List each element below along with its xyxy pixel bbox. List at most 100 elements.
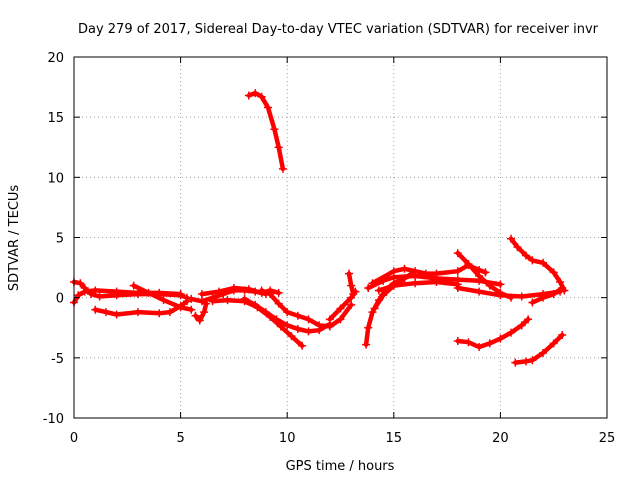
series-arc-10: [257, 286, 356, 331]
data-point-marker: [528, 298, 537, 307]
data-point-marker: [197, 290, 206, 299]
axis-ticks: [73, 56, 608, 419]
series-arc-5: [191, 299, 211, 325]
y-tick-label: 20: [47, 51, 64, 66]
data-point-marker: [556, 278, 565, 287]
data-point-marker: [517, 321, 526, 330]
series-line-arc-21: [508, 236, 567, 293]
data-point-marker: [244, 91, 253, 100]
data-point-marker: [379, 291, 388, 300]
data-point-marker: [453, 267, 462, 276]
data-point-marker: [475, 343, 484, 352]
data-point-marker: [304, 327, 313, 336]
data-point-marker: [155, 309, 164, 318]
data-point-marker: [453, 284, 462, 293]
data-point-marker: [182, 297, 191, 306]
data-point-marker: [278, 164, 287, 173]
data-point-marker: [368, 279, 377, 288]
data-point-marker: [364, 323, 373, 332]
chart-title: Day 279 of 2017, Sidereal Day-to-day VTE…: [78, 22, 599, 37]
data-point-marker: [315, 321, 324, 330]
data-point-marker: [187, 305, 196, 314]
data-point-marker: [80, 287, 89, 296]
series-line-arc-22: [530, 285, 565, 305]
data-point-marker: [91, 305, 100, 314]
data-point-marker: [528, 256, 537, 265]
data-point-marker: [223, 296, 232, 305]
data-point-marker: [293, 324, 302, 333]
data-point-marker: [336, 315, 345, 324]
data-point-marker: [261, 308, 270, 317]
data-point-marker: [325, 315, 334, 324]
data-point-marker: [400, 264, 409, 273]
data-point-marker: [362, 340, 371, 349]
data-point-marker: [349, 290, 358, 299]
data-point-marker: [389, 267, 398, 276]
data-point-marker: [197, 297, 206, 306]
data-point-marker: [155, 288, 164, 297]
x-tick-label: 0: [70, 431, 78, 446]
data-point-marker: [549, 290, 558, 299]
data-point-marker: [129, 281, 138, 290]
data-point-marker: [421, 269, 430, 278]
data-point-marker: [485, 339, 494, 348]
data-point-marker: [496, 334, 505, 343]
x-tick-label: 10: [279, 431, 296, 446]
data-point-marker: [453, 249, 462, 258]
data-point-marker: [521, 251, 530, 260]
x-tick-label: 20: [492, 431, 509, 446]
x-tick-label: 15: [386, 431, 403, 446]
series-line-arc-13: [246, 90, 286, 172]
data-point-marker: [496, 280, 505, 289]
series-arc-18: [374, 278, 462, 295]
y-tick-label: 15: [47, 111, 64, 126]
series-arc-23: [453, 315, 533, 352]
data-point-marker: [475, 272, 484, 281]
data-point-marker: [264, 103, 273, 112]
data-point-marker: [244, 285, 253, 294]
data-point-marker: [347, 281, 356, 290]
data-point-marker: [91, 286, 100, 295]
data-point-marker: [287, 332, 296, 341]
series-arc-21: [507, 234, 569, 295]
data-point-marker: [187, 294, 196, 303]
data-point-marker: [266, 290, 275, 299]
data-point-marker: [539, 293, 548, 302]
series-arc-4: [129, 281, 196, 314]
data-point-marker: [283, 308, 292, 317]
data-point-marker: [389, 281, 398, 290]
data-point-marker: [485, 281, 494, 290]
series-arc-12: [345, 269, 358, 299]
data-point-marker: [274, 288, 283, 297]
data-point-marker: [304, 315, 313, 324]
data-point-marker: [432, 269, 441, 278]
x-tick-label: 25: [599, 431, 616, 446]
y-axis-tick-labels: -10 -5 0 5 10 15 20: [43, 51, 64, 427]
data-point-marker: [549, 268, 558, 277]
data-point-marker: [191, 311, 200, 320]
x-tick-label: 5: [176, 431, 184, 446]
data-point-marker: [370, 304, 379, 313]
data-point-marker: [507, 234, 516, 243]
data-point-marker: [165, 308, 174, 317]
data-point-marker: [257, 92, 266, 101]
data-point-marker: [374, 286, 383, 295]
data-point-marker: [558, 330, 567, 339]
data-point-marker: [176, 290, 185, 299]
data-point-marker: [133, 308, 142, 317]
series-line-arc-10: [259, 288, 354, 329]
data-point-marker: [101, 308, 110, 317]
data-point-marker: [432, 278, 441, 287]
data-point-marker: [214, 287, 223, 296]
series-arc-24: [511, 330, 567, 367]
grid-lines: [74, 57, 607, 418]
data-point-marker: [411, 279, 420, 288]
data-point-marker: [251, 300, 260, 309]
x-axis-label: GPS time / hours: [286, 459, 395, 474]
data-point-marker: [208, 297, 217, 306]
series-arc-3: [91, 297, 191, 319]
data-point-marker: [513, 243, 522, 252]
data-point-marker: [507, 328, 516, 337]
data-point-marker: [539, 258, 548, 267]
